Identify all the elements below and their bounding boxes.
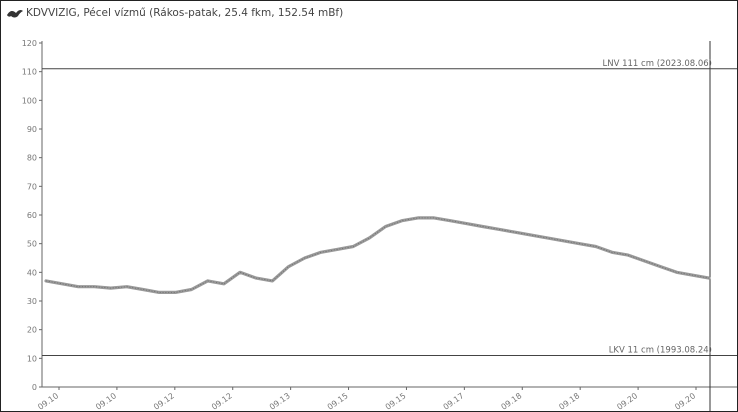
x-tick-label: 09.18 (499, 391, 523, 411)
y-tick-label: 60 (27, 211, 37, 220)
x-tick-label: 09.15 (384, 391, 408, 411)
y-tick-label: 100 (22, 96, 37, 105)
chart-header: KDVVIZIG, Pécel vízmű (Rákos-patak, 25.4… (7, 7, 343, 19)
series-layer (44, 216, 711, 294)
y-tick-label: 80 (27, 154, 37, 163)
x-tick-label: 09.12 (152, 391, 176, 411)
x-tick-label: 09.10 (94, 391, 118, 411)
x-tick-label: 09.18 (557, 391, 581, 411)
water-level-series-texture (45, 217, 710, 293)
reference-line-label: LKV 11 cm (1993.08.24) (609, 345, 712, 355)
x-tick-label: 09.17 (442, 391, 466, 411)
water-level-series-line (44, 216, 711, 294)
chart-title: KDVVIZIG, Pécel vízmű (Rákos-patak, 25.4… (26, 7, 343, 19)
y-tick-label: 110 (22, 68, 37, 77)
y-tick-label: 10 (27, 354, 37, 363)
reference-line-label: LNV 111 cm (2023.08.06) (603, 59, 713, 69)
y-tick-label: 50 (27, 240, 37, 249)
y-tick-label: 70 (27, 182, 37, 191)
y-tick-label: 90 (27, 125, 37, 134)
bird-logo-icon (7, 9, 23, 18)
y-tick-label: 0 (32, 383, 37, 392)
x-tick-label: 09.20 (673, 391, 697, 411)
x-tick-label: 09.13 (268, 391, 292, 411)
y-tick-label: 120 (22, 39, 37, 48)
x-tick-label: 09.20 (615, 391, 639, 411)
reference-lines: LNV 111 cm (2023.08.06) LKV 11 cm (1993.0… (42, 59, 737, 356)
x-tick-label: 09.10 (36, 391, 60, 411)
y-tick-label: 20 (27, 326, 37, 335)
x-tick-label: 09.15 (326, 391, 350, 411)
x-tick-label: 09.12 (210, 391, 234, 411)
y-tick-label: 40 (27, 268, 37, 277)
y-tick-label: 30 (27, 297, 37, 306)
